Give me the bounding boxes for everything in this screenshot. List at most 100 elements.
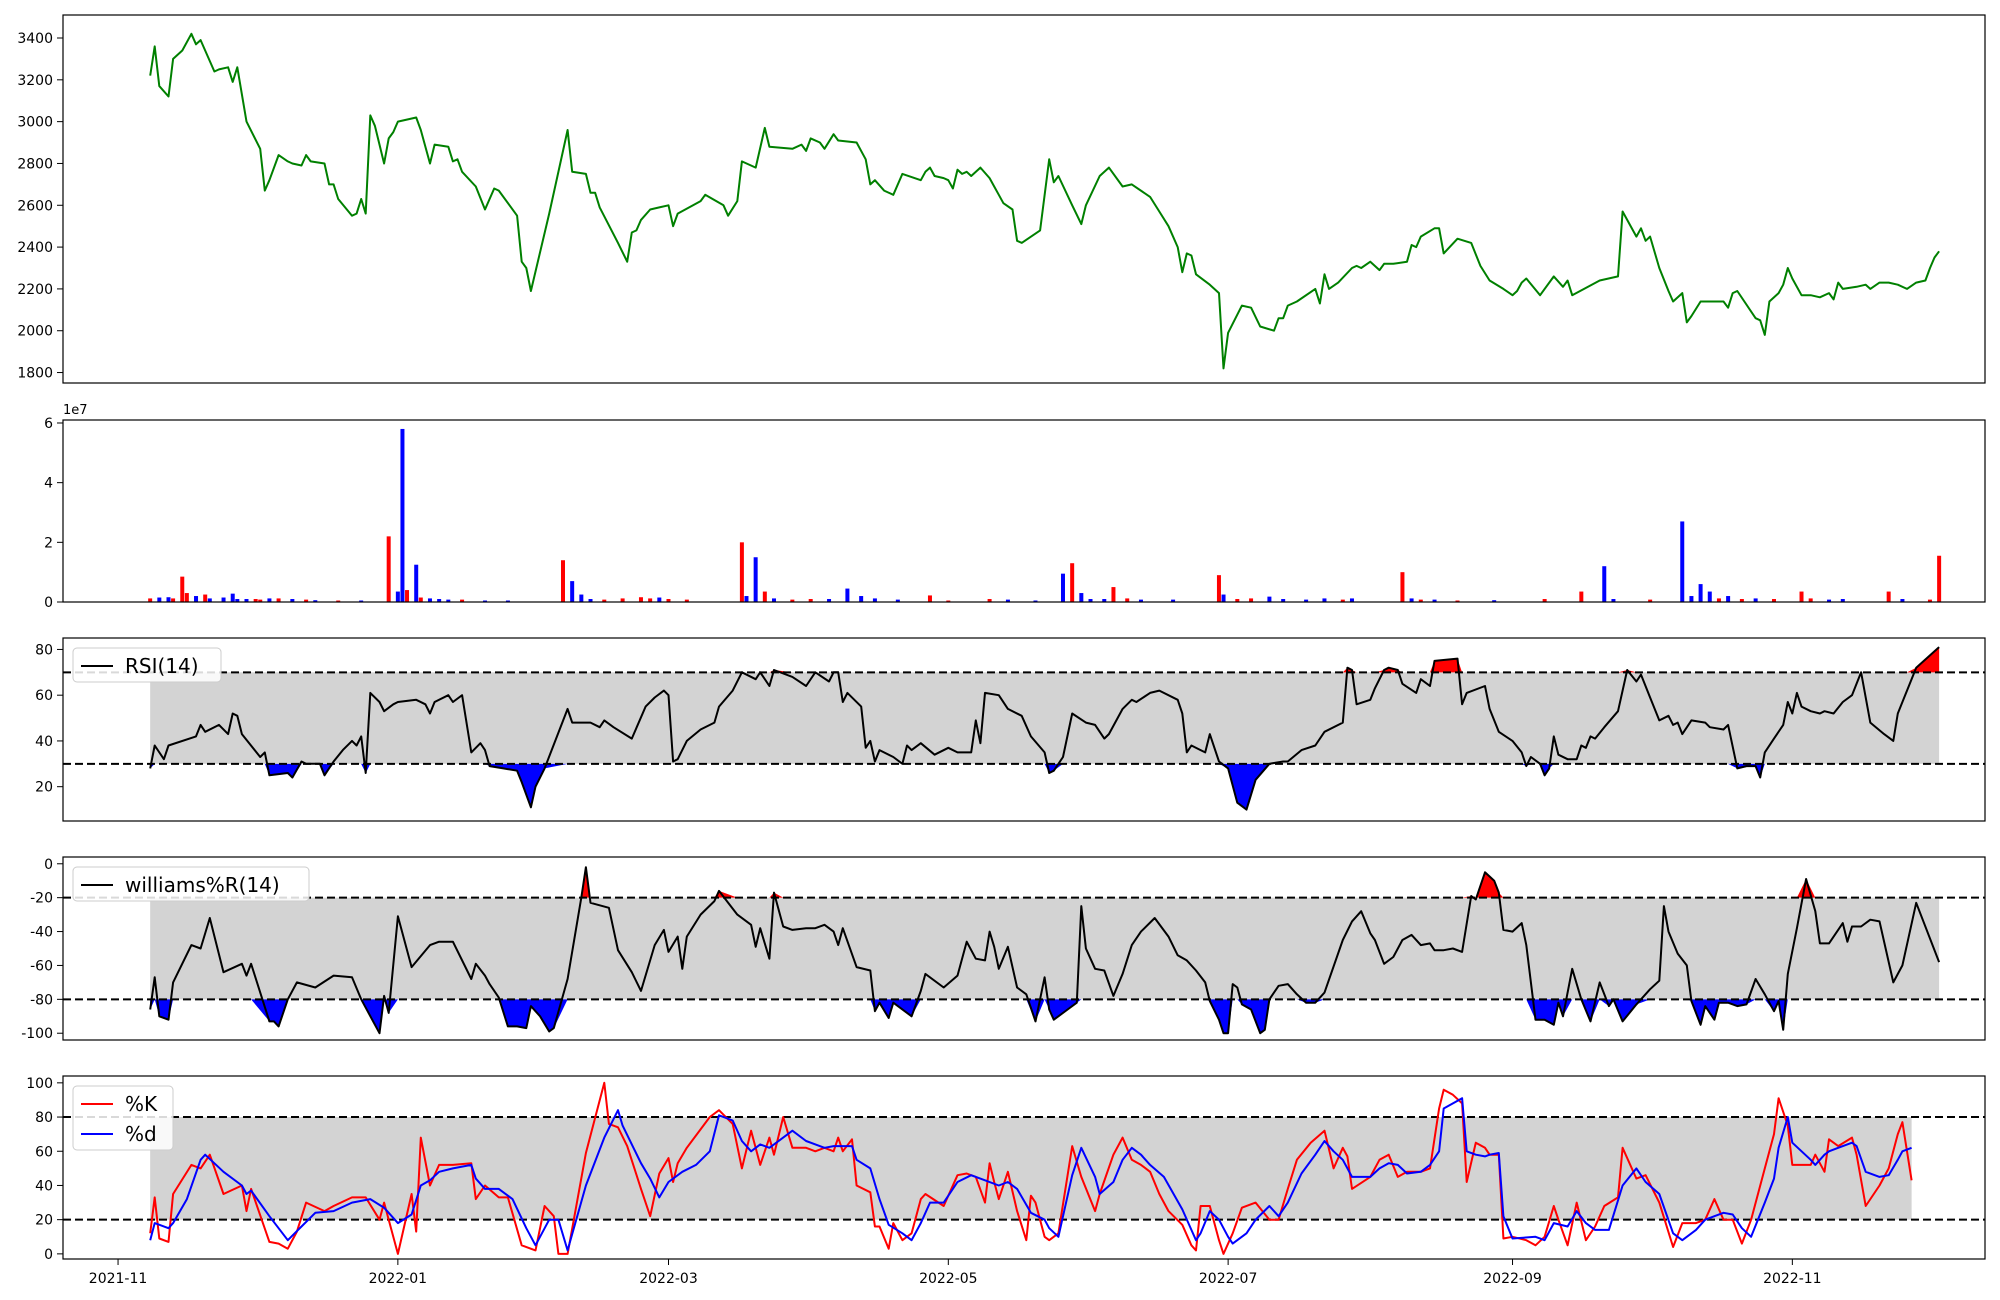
- panel-1: 1800 2000 2200 2400 2600 2800 3000 3200 3400: [17, 14, 1986, 384]
- volume-bar-43: [657, 597, 662, 602]
- volume-bar-51: [790, 599, 795, 602]
- volume-bar-44: [666, 599, 671, 602]
- volume-bar-62: [1033, 600, 1038, 602]
- y-tick-label: 4: [44, 476, 53, 492]
- volume-bar-35: [560, 560, 565, 602]
- volume-bar-42: [648, 598, 653, 602]
- volume-bar-83: [1409, 598, 1414, 602]
- volume-bar-17: [276, 598, 281, 602]
- x-tick-label: 2022-09: [1483, 1271, 1542, 1287]
- volume-bar-14: [253, 599, 258, 602]
- volume-bar-101: [1771, 599, 1776, 602]
- volume-bar-53: [827, 599, 832, 602]
- volume-bar-69: [1125, 598, 1130, 602]
- axes-frame: [62, 14, 1986, 384]
- volume-bar-100: [1753, 598, 1758, 602]
- volume-bar-107: [1900, 599, 1905, 602]
- volume-bar-26: [405, 590, 410, 602]
- y-tick-label: 60: [35, 688, 53, 704]
- volume-bar-13: [244, 599, 249, 602]
- legend-box: [72, 866, 310, 902]
- volume-bar-84: [1418, 599, 1423, 602]
- y-tick-label: 6: [44, 416, 53, 432]
- panel-5: 0 20 40 60 80 100 %K %d: [26, 1075, 1986, 1263]
- volume-bar-36: [570, 581, 575, 602]
- y-tick-label: 2800: [17, 156, 53, 172]
- volume-bar-64: [1070, 563, 1075, 602]
- volume-bar-22: [359, 600, 364, 602]
- series-line-1-1: [149, 32, 1940, 370]
- y-tick-label: -100: [21, 1026, 53, 1042]
- volume-bar-25: [400, 428, 405, 602]
- volume-bar-104: [1827, 599, 1832, 602]
- legend-label: williams%R(14): [125, 873, 280, 897]
- volume-bar-95: [1698, 584, 1703, 602]
- legend-box: [72, 1085, 174, 1151]
- volume-bar-48: [753, 557, 758, 602]
- volume-bar-11: [230, 593, 235, 602]
- volume-bar-58: [927, 595, 932, 602]
- volume-bar-4: [171, 598, 176, 602]
- legend: RSI(14): [72, 647, 222, 683]
- volume-bar-32: [460, 599, 465, 602]
- y-tick-label: 80: [35, 642, 53, 658]
- y-tick-label: 2600: [17, 198, 53, 214]
- volume-bar-7: [194, 596, 199, 602]
- volume-bar-23: [386, 536, 391, 602]
- volume-bar-97: [1716, 598, 1721, 602]
- volume-bar-72: [1216, 575, 1221, 602]
- y-tick-label: 80: [35, 1110, 53, 1126]
- volume-bar-40: [620, 598, 625, 602]
- volume-bar-54: [845, 588, 850, 602]
- volume-bar-24: [395, 591, 400, 602]
- y-tick-label: 0: [44, 595, 53, 611]
- legend: williams%R(14): [72, 866, 310, 902]
- volume-bar-56: [872, 598, 877, 602]
- volume-bar-60: [987, 599, 992, 602]
- volume-bar-102: [1799, 591, 1804, 602]
- volume-bar-109: [1937, 555, 1942, 602]
- volume-bar-28: [418, 597, 423, 602]
- y-tick-label: 100: [26, 1076, 53, 1092]
- y-tick-label: 0: [44, 1247, 53, 1263]
- volume-bar-75: [1249, 598, 1254, 602]
- panel-4: 0 -20 -40 -60 -80 -100 williams%R(14): [21, 856, 1986, 1042]
- volume-bar-74: [1235, 599, 1240, 602]
- x-tick-label: 2022-03: [639, 1271, 698, 1287]
- volume-bar-90: [1602, 566, 1607, 602]
- series-line-5-2: [149, 1097, 1912, 1252]
- volume-bar-108: [1927, 599, 1932, 602]
- volume-bar-34: [505, 600, 510, 602]
- volume-bar-29: [427, 598, 432, 602]
- y-tick-label: 40: [35, 734, 53, 750]
- volume-bar-21: [336, 600, 341, 602]
- volume-bar-66: [1088, 599, 1093, 602]
- volume-bar-63: [1060, 573, 1065, 602]
- volume-bar-81: [1349, 598, 1354, 602]
- volume-bar-55: [859, 596, 864, 602]
- volume-bar-78: [1304, 599, 1309, 602]
- y-tick-label: -80: [30, 992, 53, 1008]
- volume-bar-19: [304, 599, 309, 602]
- volume-bar-80: [1340, 599, 1345, 602]
- volume-bar-93: [1680, 521, 1685, 602]
- y-tick-label: 3000: [17, 115, 53, 131]
- volume-bar-71: [1171, 599, 1176, 602]
- volume-bar-3: [166, 597, 171, 602]
- legend-label: RSI(14): [125, 654, 199, 678]
- panel-3: 20 40 60 80 RSI(14): [35, 637, 1986, 822]
- volume-bar-82: [1400, 572, 1405, 602]
- volume-bar-49: [762, 591, 767, 602]
- volume-bar-87: [1492, 600, 1497, 602]
- volume-bar-15: [258, 599, 263, 602]
- volume-bar-30: [437, 599, 442, 602]
- volume-bar-6: [184, 593, 189, 602]
- volume-bar-37: [579, 594, 584, 602]
- volume-bar-68: [1111, 587, 1116, 602]
- volume-bar-86: [1455, 600, 1460, 602]
- y-tick-label: 2400: [17, 240, 53, 256]
- volume-bar-61: [1005, 599, 1010, 602]
- y-tick-label: -20: [30, 891, 53, 907]
- volume-bar-47: [744, 596, 749, 602]
